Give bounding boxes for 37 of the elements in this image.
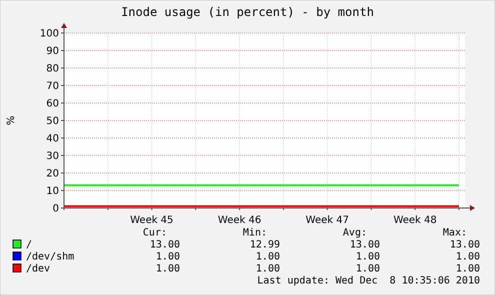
chart-title: Inode usage (in percent) - by month (121, 5, 374, 19)
text: Cur: (142, 228, 167, 238)
x-tick-label: Week 47 (306, 215, 349, 226)
text: 1.00 (356, 252, 380, 262)
y-tick-label: 100 (40, 28, 59, 40)
y-tick-label: 30 (46, 151, 59, 162)
y-axis-title: % (6, 116, 17, 126)
x-tick-label: Week 45 (130, 215, 174, 226)
y-tick-label: 90 (46, 46, 59, 57)
text: 1.00 (356, 264, 380, 274)
text: 13.00 (150, 240, 180, 250)
y-tick-label: 10 (46, 186, 59, 197)
text: 1.00 (156, 252, 180, 262)
text: 13.00 (350, 240, 380, 250)
legend-label: / (26, 240, 32, 250)
y-tick-label: 20 (46, 168, 59, 180)
text: 1.00 (256, 252, 280, 262)
y-tick-label: 60 (46, 98, 59, 110)
text: Min: (242, 228, 267, 238)
text: 1.00 (156, 264, 180, 274)
y-tick-label: 0 (52, 204, 59, 214)
y-tick-label: 70 (46, 81, 59, 92)
y-tick-label: 80 (46, 64, 59, 74)
text: 13.00 (450, 240, 480, 250)
text: 1.00 (256, 264, 280, 274)
text: 1.00 (456, 252, 480, 262)
legend-label: /dev (26, 264, 50, 274)
legend-label: /dev/shm (26, 252, 74, 262)
y-tick-label: 40 (46, 134, 59, 144)
text: 1.00 (456, 264, 480, 274)
text: Last update: Wed Dec 8 10:35:06 2010 (257, 276, 480, 286)
text: Avg: (342, 228, 367, 238)
y-tick-label: 50 (46, 116, 59, 127)
x-tick-label: Week 46 (218, 215, 262, 226)
text: Max: (442, 228, 467, 238)
text: 12.99 (250, 240, 280, 250)
x-tick-label: Week 48 (393, 215, 437, 226)
